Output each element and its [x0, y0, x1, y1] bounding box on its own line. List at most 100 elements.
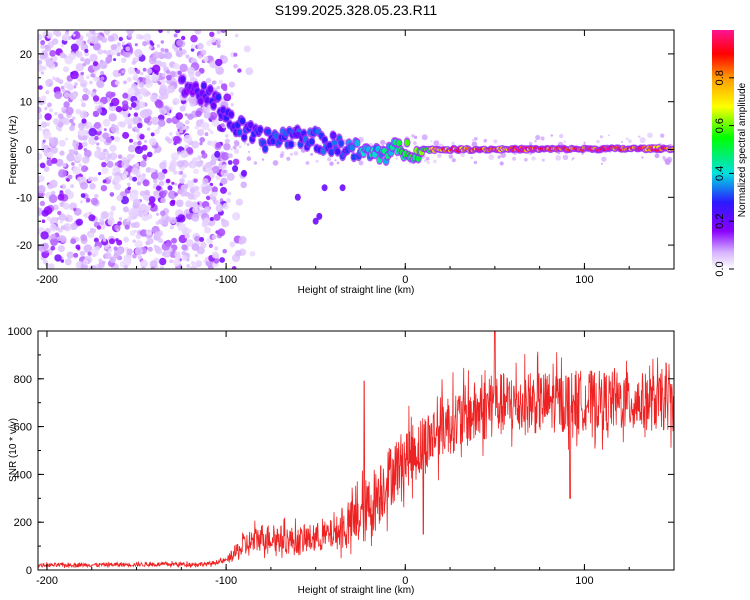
ridge-point — [404, 139, 410, 146]
ridge-point — [349, 144, 355, 151]
noise-blob — [70, 238, 77, 245]
noise-blob — [186, 180, 195, 189]
noise-blob — [169, 225, 174, 230]
noise-blob — [512, 156, 517, 161]
noise-blob — [98, 172, 102, 176]
noise-blob — [144, 189, 150, 196]
noise-blob — [228, 81, 236, 88]
noise-blob — [114, 162, 119, 166]
noise-blob — [59, 220, 64, 224]
noise-blob — [80, 181, 88, 190]
noise-blob — [421, 134, 428, 141]
noise-blob — [601, 156, 607, 162]
noise-blob — [66, 153, 75, 162]
noise-blob — [233, 52, 238, 57]
noise-blob — [195, 71, 201, 77]
noise-blob — [214, 65, 221, 72]
noise-blob — [451, 141, 455, 145]
noise-blob — [134, 74, 139, 79]
noise-blob — [109, 192, 115, 197]
noise-blob — [380, 139, 386, 145]
noise-blob — [40, 95, 47, 102]
noise-blob — [158, 238, 163, 244]
noise-blob — [202, 178, 209, 185]
noise-blob — [216, 44, 221, 48]
y-tick-label: 0 — [26, 145, 32, 157]
noise-blob — [133, 112, 139, 117]
noise-blob — [122, 92, 129, 99]
noise-blob — [192, 206, 199, 213]
noise-blob — [559, 133, 564, 139]
noise-blob — [169, 259, 173, 264]
noise-blob — [144, 139, 148, 143]
noise-blob — [143, 209, 147, 213]
noise-blob — [38, 64, 44, 72]
noise-blob — [193, 178, 198, 183]
noise-blob — [129, 138, 133, 143]
noise-blob — [109, 152, 118, 161]
noise-blob — [187, 192, 195, 200]
noise-blob — [167, 85, 175, 94]
noise-blob — [197, 155, 202, 160]
noise-blob — [190, 261, 196, 266]
noise-blob — [187, 66, 195, 75]
noise-blob — [230, 103, 234, 107]
noise-blob — [202, 56, 209, 62]
noise-blob — [46, 216, 51, 221]
noise-blob — [234, 33, 239, 38]
ridge-point — [257, 126, 263, 133]
noise-blob — [205, 167, 211, 173]
ridge-point — [396, 140, 402, 147]
noise-blob — [125, 110, 130, 115]
noise-blob — [190, 44, 196, 49]
noise-blob — [226, 198, 231, 203]
noise-blob — [583, 141, 586, 144]
noise-blob — [222, 203, 229, 210]
noise-blob — [89, 80, 93, 85]
noise-blob — [201, 152, 208, 159]
noise-blob — [154, 194, 160, 199]
noise-blob — [59, 185, 63, 189]
noise-blob — [220, 177, 228, 185]
noise-blob — [143, 33, 152, 42]
noise-blob — [65, 137, 69, 141]
noise-blob — [232, 158, 240, 166]
noise-blob — [141, 266, 146, 269]
noise-blob — [175, 49, 184, 58]
noise-blob — [159, 161, 167, 170]
noise-blob — [224, 138, 230, 144]
noise-blob — [235, 198, 243, 206]
noise-blob — [70, 184, 75, 189]
noise-blob — [69, 149, 75, 156]
noise-blob — [109, 102, 114, 107]
noise-blob — [336, 161, 340, 165]
noise-blob — [165, 216, 172, 223]
noise-blob — [209, 193, 214, 198]
noise-blob — [109, 144, 117, 152]
noise-blob — [58, 139, 66, 147]
noise-blob — [195, 260, 203, 268]
noise-blob — [165, 178, 171, 184]
noise-blob — [159, 265, 165, 269]
noise-blob — [172, 170, 178, 175]
noise-blob — [179, 105, 186, 112]
noise-blob — [118, 217, 123, 221]
noise-blob — [107, 35, 115, 42]
noise-blob — [231, 266, 237, 269]
noise-blob — [53, 30, 58, 36]
noise-blob — [184, 233, 190, 239]
noise-blob — [38, 152, 43, 160]
noise-blob — [127, 124, 133, 129]
noise-blob — [52, 118, 60, 125]
noise-blob — [139, 229, 148, 237]
noise-blob — [329, 161, 334, 166]
noise-blob — [85, 32, 91, 37]
noise-blob — [80, 234, 88, 242]
noise-blob — [88, 233, 94, 239]
noise-blob — [87, 178, 92, 182]
noise-blob — [158, 30, 163, 33]
noise-blob — [210, 36, 217, 43]
y-tick-label: 10 — [20, 97, 32, 109]
noise-blob — [96, 225, 102, 230]
side-blob — [214, 150, 221, 158]
